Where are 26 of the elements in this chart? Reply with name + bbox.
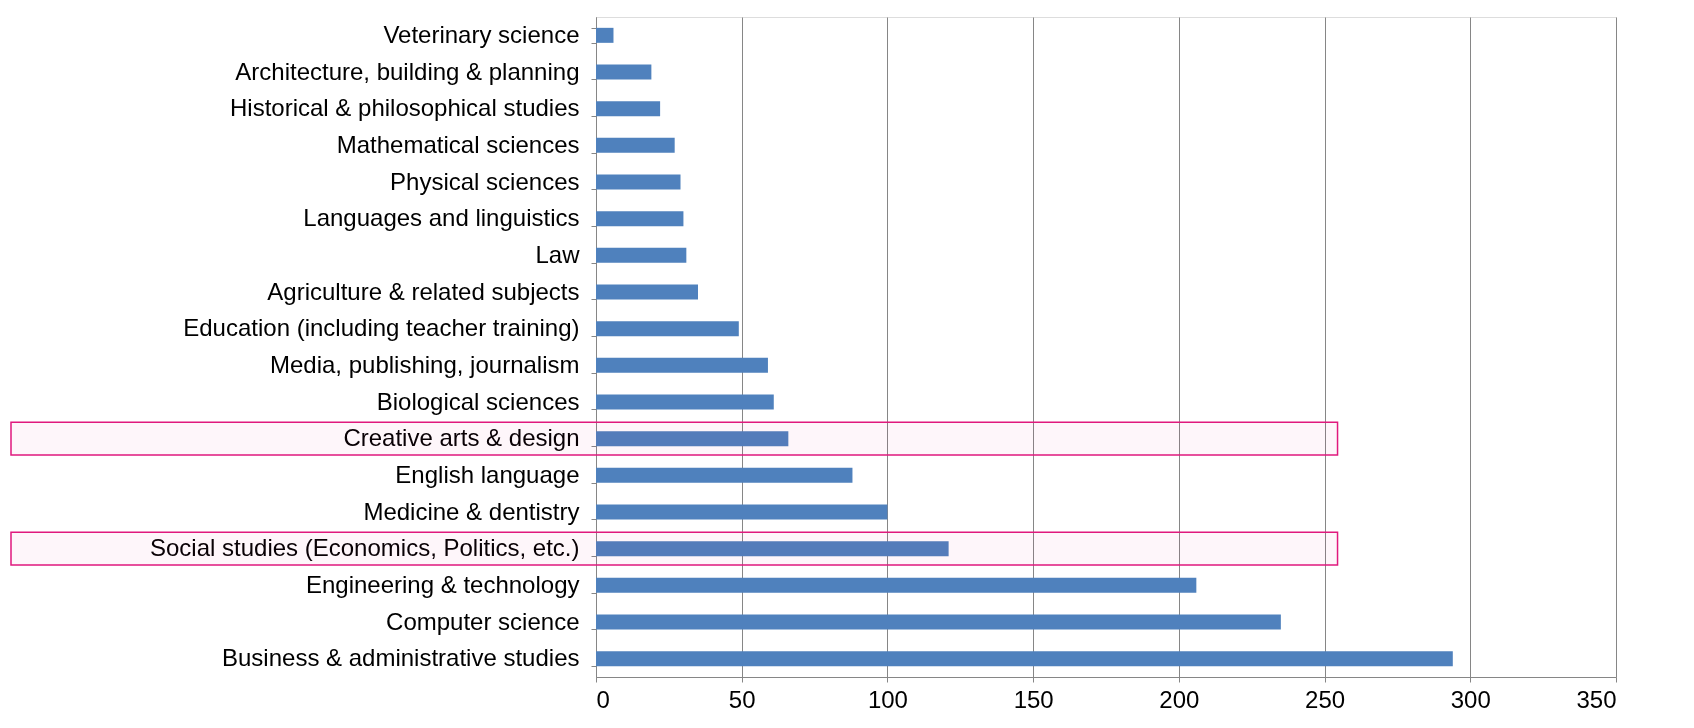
x-tick-label: 200 [1159,685,1200,713]
x-tick-label: 350 [1576,685,1617,713]
x-tick-label: 150 [1013,685,1054,713]
y-tick-label: Historical & philosophical studies [230,94,580,122]
x-tick-label: 100 [867,685,908,713]
y-tick-label: Medicine & dentistry [363,497,580,525]
y-tick-label: Creative arts & design [343,424,580,452]
y-tick-label: Veterinary science [383,20,580,48]
x-tick-label: 50 [728,685,756,713]
y-tick-label: Business & administrative studies [222,644,580,672]
y-tick-label: Social studies (Economics, Politics, etc.) [150,534,580,562]
y-tick-label: Biological sciences [376,387,580,415]
x-tick-label: 250 [1305,685,1346,713]
y-tick-label: Physical sciences [390,167,580,195]
y-tick-label: Media, publishing, journalism [270,350,580,378]
x-tick-label: 0 [596,685,610,713]
y-tick-label: Law [535,240,581,268]
y-tick-label: Education (including teacher training) [183,314,580,342]
y-tick-label: Mathematical sciences [336,130,580,158]
y-tick-label: Engineering & technology [305,570,580,598]
x-tick-label: 300 [1450,685,1491,713]
y-tick-label: Languages and linguistics [303,204,580,232]
y-tick-label: Architecture, building & planning [235,57,580,85]
y-tick-label: English language [395,460,580,488]
y-tick-label: Computer science [386,607,580,635]
y-tick-label: Agriculture & related subjects [267,277,580,305]
